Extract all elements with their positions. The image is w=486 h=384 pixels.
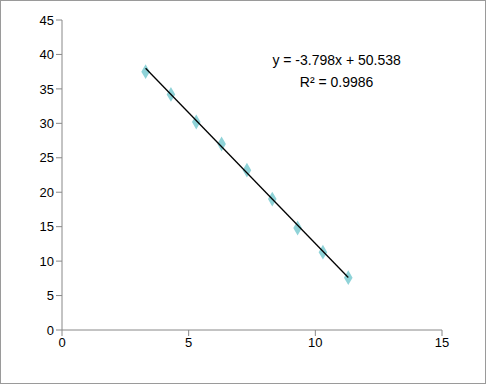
svg-text:40: 40 xyxy=(40,47,54,62)
svg-text:30: 30 xyxy=(40,116,54,131)
svg-text:25: 25 xyxy=(40,150,54,165)
svg-text:10: 10 xyxy=(308,335,322,350)
svg-text:0: 0 xyxy=(58,335,65,350)
svg-text:15: 15 xyxy=(435,335,449,350)
svg-text:45: 45 xyxy=(40,13,54,28)
svg-text:0: 0 xyxy=(47,323,54,338)
html-text:y = -3.798x + 50.538: y = -3.798x + 50.538 xyxy=(272,52,401,69)
html-text:R² = 0.9986: R² = 0.9986 xyxy=(299,74,374,91)
svg-text:20: 20 xyxy=(40,185,54,200)
svg-text:5: 5 xyxy=(47,288,54,303)
svg-text:10: 10 xyxy=(40,254,54,269)
svg-text:15: 15 xyxy=(40,219,54,234)
svg-text:35: 35 xyxy=(40,82,54,97)
svg-text:5: 5 xyxy=(185,335,192,350)
